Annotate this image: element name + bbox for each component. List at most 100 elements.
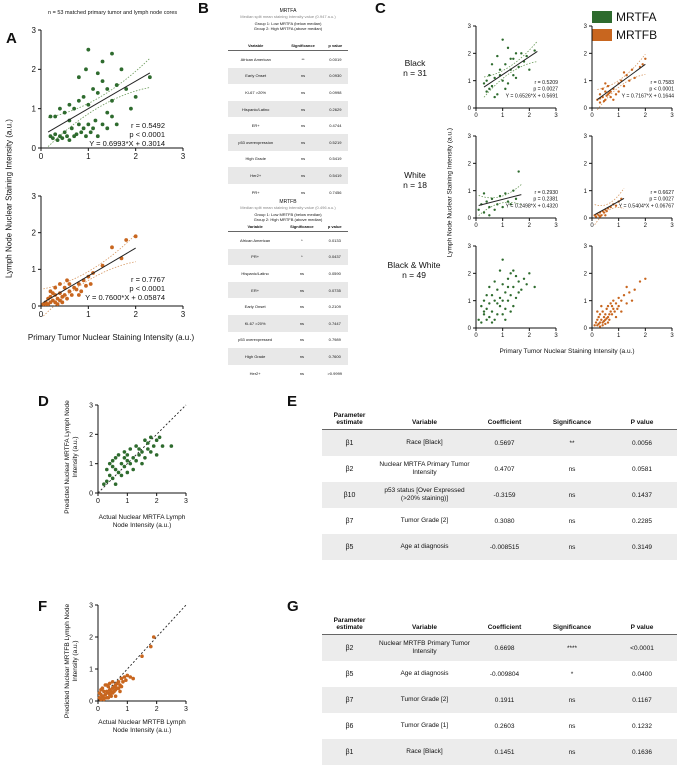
table-b-mrtfb-title: MRTFB — [279, 199, 297, 205]
stats-label: r = 0.7583 — [650, 80, 674, 86]
data-point — [55, 138, 60, 143]
data-point — [509, 57, 512, 60]
table-cell: ns — [537, 534, 607, 560]
data-point — [517, 65, 520, 69]
x-tick-label: 0 — [39, 310, 44, 319]
data-point — [105, 467, 109, 472]
data-point — [125, 470, 130, 475]
data-point — [477, 208, 480, 211]
y-tick-label: 3 — [89, 602, 93, 609]
table-header-row: Variable Significance p value — [228, 221, 348, 232]
data-point — [628, 79, 631, 82]
data-point — [602, 99, 606, 103]
data-point — [119, 461, 124, 466]
data-point — [509, 203, 512, 206]
table-cell: Age at diagnosis — [400, 670, 449, 677]
ci-upper-line — [597, 53, 646, 90]
data-point — [490, 84, 494, 88]
data-point — [149, 435, 153, 440]
x-tick-label: 3 — [554, 333, 558, 339]
data-point — [81, 94, 86, 99]
data-point — [601, 324, 604, 327]
stats-label: Y = 0.7600*X + 0.05874 — [85, 293, 165, 302]
data-point — [609, 95, 612, 99]
data-point — [102, 697, 106, 702]
table-cell: Nuclear MRTFB Primary Tumor Intensity — [377, 634, 472, 661]
c-row-black-name: Black — [404, 58, 426, 68]
data-point — [485, 200, 488, 203]
legend-label-mrtfb: MRTFB — [616, 28, 658, 42]
table-cell: p53 status [Over Expressed (>20% stainin… — [377, 482, 472, 508]
table-cell: β7 — [345, 517, 354, 525]
table-cell: Her2+ — [228, 167, 284, 184]
col-header: Variable — [228, 221, 283, 232]
data-point — [614, 93, 618, 96]
table-cell: * — [282, 248, 322, 266]
table-row: African American ** 0.0019 — [228, 51, 348, 68]
data-point — [102, 689, 106, 694]
data-point — [602, 315, 606, 319]
ci-upper-line — [43, 234, 136, 290]
data-point — [625, 74, 628, 77]
x-tick-label: 3 — [181, 310, 186, 319]
col-header: Significance — [283, 40, 323, 51]
data-point — [610, 304, 614, 308]
y-tick-label: 1 — [584, 189, 588, 195]
x-tick-label: 3 — [554, 113, 558, 119]
table-b-mrtfa-title: MRTFA — [279, 8, 297, 14]
data-point — [504, 192, 507, 195]
data-point — [488, 214, 491, 217]
panel-d-ylabel: Predicted Nuclear MRTFA Lymph Node Inten… — [64, 400, 79, 514]
panel-f-ylabel: Predicted Nuclear MRTFB Lymph Node Inten… — [64, 603, 79, 719]
table-cell: -0.009804 — [489, 670, 520, 678]
x-tick-label: 1 — [501, 333, 505, 339]
data-point — [514, 76, 518, 80]
table-cell: 0.0998 — [329, 89, 342, 95]
table-cell: 0.0019 — [329, 56, 342, 62]
table-cell: 0.0133 — [328, 237, 341, 243]
data-point — [95, 134, 100, 139]
data-point — [149, 644, 153, 649]
y-tick-label: 2 — [468, 51, 472, 57]
data-point — [606, 84, 610, 88]
data-point — [512, 304, 515, 308]
table-cell: <0.0001 — [607, 634, 677, 661]
data-point — [107, 461, 112, 466]
c-row-black: Black n = 31 — [390, 58, 440, 78]
data-point — [143, 456, 147, 460]
table-b-mrtfb-subtitle: Median split mean staining intensity val… — [240, 205, 336, 210]
table-cell: p53 overexpression — [228, 133, 284, 151]
data-point — [100, 79, 105, 84]
regression-line — [43, 247, 136, 303]
data-point — [488, 205, 491, 209]
x-tick-label: 2 — [155, 706, 159, 713]
data-point — [480, 304, 483, 308]
table-cell: African American — [240, 56, 271, 62]
legend-swatch-mrtfa — [592, 11, 612, 23]
table-cell: 0.0735 — [321, 281, 348, 299]
table-cell: Race [Black] — [377, 429, 472, 456]
table-cell: β1 — [322, 739, 377, 765]
data-point — [110, 458, 115, 463]
y-tick-label: 2 — [468, 271, 472, 277]
data-point — [125, 673, 130, 678]
data-point — [485, 307, 488, 311]
data-point — [488, 285, 491, 289]
data-point — [99, 697, 103, 702]
table-cell: High Grade — [228, 348, 283, 365]
table-cell: 0.4707 — [494, 465, 515, 473]
ci-lower-line — [483, 61, 538, 98]
y-tick-label: 1 — [584, 299, 588, 305]
data-point — [512, 189, 515, 192]
data-point — [103, 692, 108, 697]
table-cell: 0.0437 — [321, 248, 348, 266]
data-point — [622, 71, 626, 74]
table-cell: 0.0056 — [607, 429, 677, 456]
col-header: Variable — [377, 605, 472, 635]
table-cell: ns — [568, 465, 576, 473]
table-cell: ns — [283, 67, 323, 85]
data-point — [482, 310, 486, 313]
table-cell: PR+ — [228, 248, 283, 266]
table-cell: PR+ — [251, 189, 260, 195]
